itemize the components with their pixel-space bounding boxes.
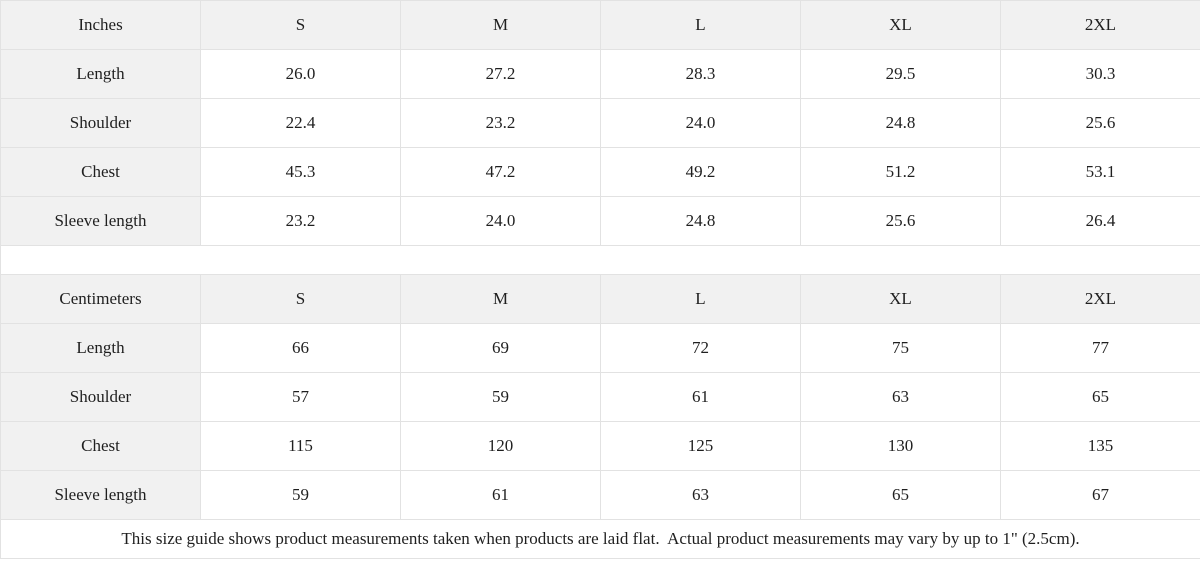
value-cell: 23.2 bbox=[200, 196, 401, 246]
value-cell: 25.6 bbox=[800, 196, 1001, 246]
value-cell: 63 bbox=[600, 470, 801, 520]
value-cell: 77 bbox=[1000, 323, 1200, 373]
value-cell: 67 bbox=[1000, 470, 1200, 520]
measurement-label-cell: Chest bbox=[0, 421, 201, 471]
measurement-label-cell: Length bbox=[0, 323, 201, 373]
table-row: Chest 45.3 47.2 49.2 51.2 53.1 bbox=[0, 147, 1200, 197]
value-cell: 61 bbox=[600, 372, 801, 422]
size-header-cell: 2XL bbox=[1000, 0, 1200, 50]
measurement-label-cell: Shoulder bbox=[0, 98, 201, 148]
unit-header-cell: Inches bbox=[0, 0, 201, 50]
value-cell: 47.2 bbox=[400, 147, 601, 197]
measurement-label-cell: Sleeve length bbox=[0, 470, 201, 520]
spacer-row bbox=[0, 245, 1200, 275]
value-cell: 45.3 bbox=[200, 147, 401, 197]
size-header-cell: L bbox=[600, 274, 801, 324]
value-cell: 120 bbox=[400, 421, 601, 471]
table-row: Sleeve length 23.2 24.0 24.8 25.6 26.4 bbox=[0, 196, 1200, 246]
value-cell: 130 bbox=[800, 421, 1001, 471]
measurement-label-cell: Chest bbox=[0, 147, 201, 197]
measurement-label-cell: Length bbox=[0, 49, 201, 99]
size-header-cell: M bbox=[400, 0, 601, 50]
table-row: Sleeve length 59 61 63 65 67 bbox=[0, 470, 1200, 520]
value-cell: 65 bbox=[800, 470, 1001, 520]
value-cell: 22.4 bbox=[200, 98, 401, 148]
table-row: Shoulder 57 59 61 63 65 bbox=[0, 372, 1200, 422]
value-cell: 72 bbox=[600, 323, 801, 373]
value-cell: 59 bbox=[200, 470, 401, 520]
header-row: Inches S M L XL 2XL bbox=[0, 0, 1200, 50]
value-cell: 115 bbox=[200, 421, 401, 471]
table-row: Length 26.0 27.2 28.3 29.5 30.3 bbox=[0, 49, 1200, 99]
value-cell: 66 bbox=[200, 323, 401, 373]
value-cell: 24.0 bbox=[600, 98, 801, 148]
size-header-cell: 2XL bbox=[1000, 274, 1200, 324]
size-guide-table-body: Inches S M L XL 2XL Length 26.0 27.2 28.3 29.5 30.3… bbox=[0, 0, 1200, 559]
value-cell: 26.4 bbox=[1000, 196, 1200, 246]
value-cell: 63 bbox=[800, 372, 1001, 422]
value-cell: 49.2 bbox=[600, 147, 801, 197]
value-cell: 30.3 bbox=[1000, 49, 1200, 99]
table-row: Shoulder 22.4 23.2 24.0 24.8 25.6 bbox=[0, 98, 1200, 148]
value-cell: 27.2 bbox=[400, 49, 601, 99]
value-cell: 29.5 bbox=[800, 49, 1001, 99]
footer-note: This size guide shows product measuremen… bbox=[0, 519, 1200, 559]
value-cell: 69 bbox=[400, 323, 601, 373]
value-cell: 26.0 bbox=[200, 49, 401, 99]
value-cell: 28.3 bbox=[600, 49, 801, 99]
value-cell: 24.0 bbox=[400, 196, 601, 246]
value-cell: 65 bbox=[1000, 372, 1200, 422]
size-header-cell: M bbox=[400, 274, 601, 324]
header-row: Centimeters S M L XL 2XL bbox=[0, 274, 1200, 324]
table-row: Length 66 69 72 75 77 bbox=[0, 323, 1200, 373]
value-cell: 24.8 bbox=[800, 98, 1001, 148]
value-cell: 53.1 bbox=[1000, 147, 1200, 197]
value-cell: 59 bbox=[400, 372, 601, 422]
spacer-cell bbox=[0, 245, 1200, 275]
size-header-cell: L bbox=[600, 0, 801, 50]
value-cell: 61 bbox=[400, 470, 601, 520]
value-cell: 51.2 bbox=[800, 147, 1001, 197]
value-cell: 135 bbox=[1000, 421, 1200, 471]
measurement-label-cell: Shoulder bbox=[0, 372, 201, 422]
value-cell: 57 bbox=[200, 372, 401, 422]
size-guide-table: Inches S M L XL 2XL Length 26.0 27.2 28.3 29.5 30.3… bbox=[0, 0, 1200, 559]
value-cell: 125 bbox=[600, 421, 801, 471]
value-cell: 24.8 bbox=[600, 196, 801, 246]
footer-row: This size guide shows product measuremen… bbox=[0, 519, 1200, 559]
value-cell: 75 bbox=[800, 323, 1001, 373]
size-header-cell: XL bbox=[800, 0, 1001, 50]
value-cell: 23.2 bbox=[400, 98, 601, 148]
size-header-cell: S bbox=[200, 0, 401, 50]
measurement-label-cell: Sleeve length bbox=[0, 196, 201, 246]
value-cell: 25.6 bbox=[1000, 98, 1200, 148]
unit-header-cell: Centimeters bbox=[0, 274, 201, 324]
table-row: Chest 115 120 125 130 135 bbox=[0, 421, 1200, 471]
size-header-cell: XL bbox=[800, 274, 1001, 324]
size-header-cell: S bbox=[200, 274, 401, 324]
